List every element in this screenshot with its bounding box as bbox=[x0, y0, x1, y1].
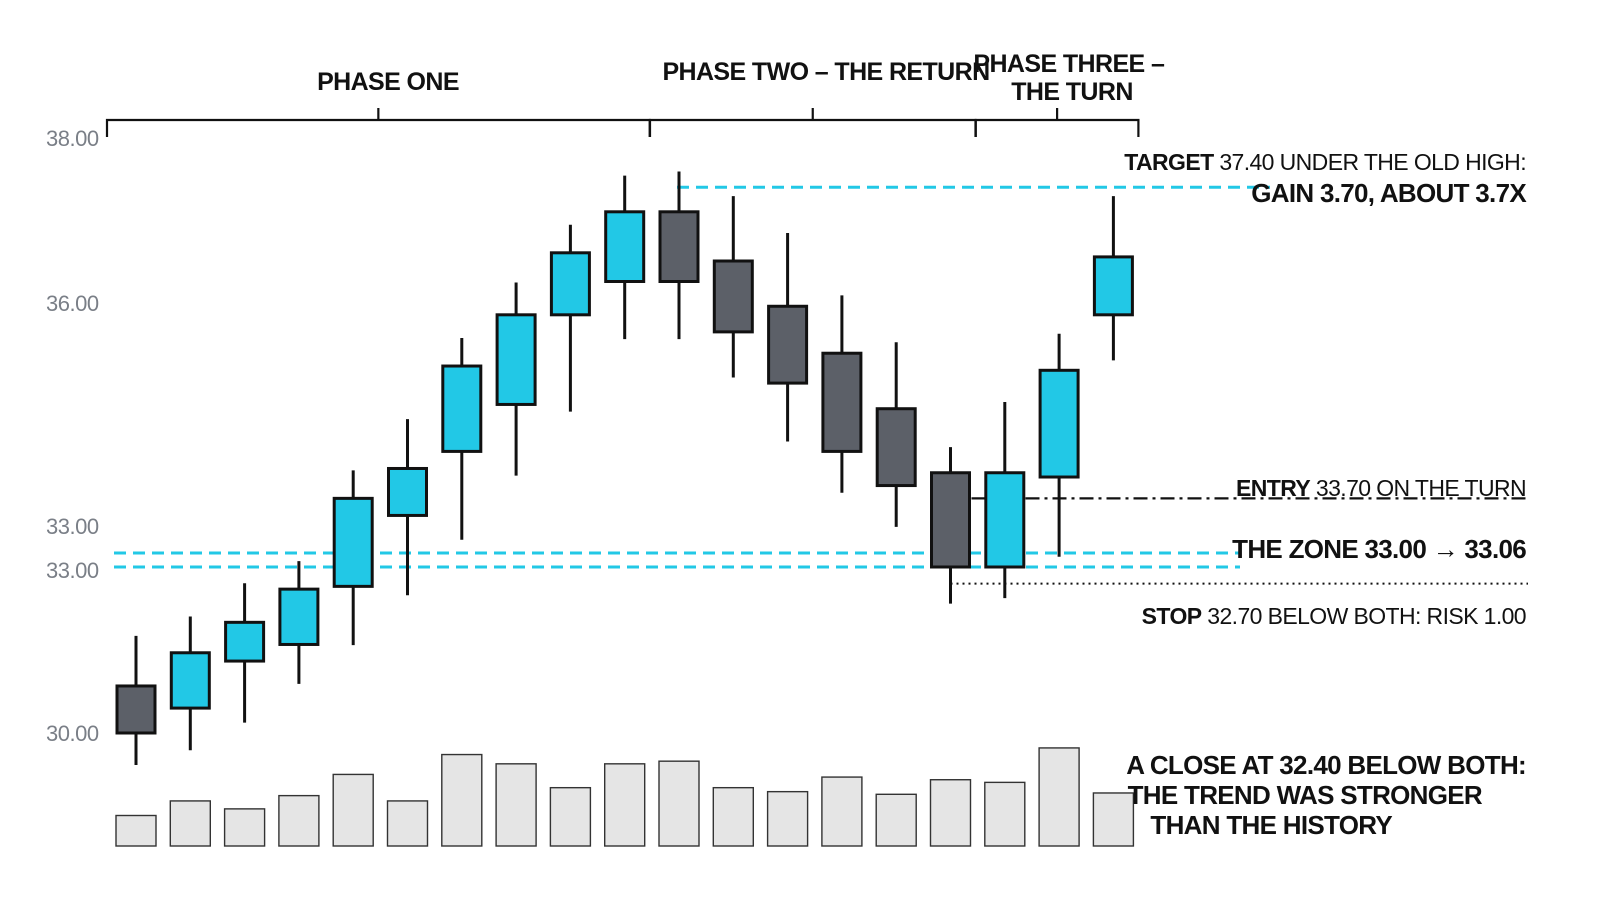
candle-body bbox=[821, 351, 863, 453]
phase-brackets: PHASE ONE PHASE TWO – THE RETURN PHASE T… bbox=[105, 50, 1170, 137]
candle bbox=[278, 561, 320, 684]
candle bbox=[930, 447, 971, 604]
y-axis: 38.00 36.00 33.00 33.00 30.00 bbox=[46, 126, 99, 746]
annotations: TARGET 37.40 UNDER THE OLD HIGH: GAIN 3.… bbox=[1124, 149, 1528, 840]
candle-body bbox=[984, 471, 1026, 569]
candle bbox=[115, 635, 157, 765]
candle-body bbox=[767, 304, 809, 385]
stop-annotation-text: 32.70 BELOW BOTH: RISK 1.00 bbox=[1201, 603, 1526, 629]
volume-bar bbox=[441, 753, 483, 847]
volume-bar bbox=[929, 779, 972, 847]
y-tick-label: 30.00 bbox=[46, 721, 99, 746]
phase-two-label: PHASE TWO – THE RETURN bbox=[662, 58, 989, 86]
phase-three-line-1: PHASE THREE – bbox=[973, 50, 1165, 78]
candle-body bbox=[875, 407, 917, 488]
candle-body bbox=[604, 210, 646, 283]
candle bbox=[1038, 333, 1080, 557]
candle bbox=[441, 338, 483, 540]
candle bbox=[549, 224, 591, 412]
candle-body bbox=[658, 210, 700, 283]
close-note-line-2: THE TREND WAS STRONGER bbox=[1128, 780, 1483, 810]
volume-bar bbox=[495, 763, 537, 847]
volume-bar bbox=[115, 814, 157, 847]
y-tick-label: 38.00 bbox=[46, 126, 99, 151]
candle bbox=[495, 282, 537, 476]
candle bbox=[767, 233, 809, 442]
target-annotation-bold: TARGET bbox=[1124, 149, 1214, 175]
volume-bar bbox=[223, 808, 266, 847]
candle bbox=[712, 196, 754, 378]
volume-bar bbox=[604, 763, 646, 847]
candle-body bbox=[930, 471, 971, 569]
candle-body bbox=[169, 651, 211, 710]
zone-annotation: THE ZONE 33.00 → 33.06 bbox=[1232, 534, 1526, 564]
candle bbox=[1092, 196, 1134, 361]
target-annotation: TARGET 37.40 UNDER THE OLD HIGH: bbox=[1124, 149, 1526, 175]
stop-annotation-bold: STOP bbox=[1142, 603, 1202, 629]
candle-body bbox=[712, 259, 754, 334]
volume-bar bbox=[766, 790, 809, 847]
phase-three-line-2: THE TURN bbox=[1011, 78, 1133, 106]
candle bbox=[387, 419, 428, 596]
phase-bracket bbox=[648, 108, 977, 137]
candle bbox=[604, 175, 646, 340]
candles bbox=[115, 171, 1134, 765]
volume-bar bbox=[984, 781, 1026, 847]
candle-body bbox=[387, 466, 428, 517]
volume-bar bbox=[386, 800, 429, 847]
close-note-line-3: THAN THE HISTORY bbox=[1150, 810, 1392, 840]
candle bbox=[169, 616, 211, 751]
candle-body bbox=[1038, 368, 1080, 479]
phase-bracket bbox=[105, 108, 651, 137]
y-tick-label: 36.00 bbox=[46, 291, 99, 316]
y-tick-label: 33.00 bbox=[46, 558, 99, 583]
volume-bar bbox=[712, 786, 754, 847]
entry-annotation: ENTRY 33.70 ON THE TURN bbox=[1236, 475, 1526, 501]
zone-label-backdrop bbox=[1240, 538, 1528, 576]
target-gain-annotation: GAIN 3.70, ABOUT 3.7X bbox=[1251, 178, 1527, 208]
candle-body bbox=[441, 364, 483, 453]
candle bbox=[821, 295, 863, 493]
phase-three-label: PHASE THREE – THE TURN bbox=[973, 50, 1170, 106]
y-tick-label: 33.00 bbox=[46, 514, 99, 539]
candle-body bbox=[332, 496, 374, 588]
price-levels bbox=[114, 185, 1528, 585]
close-note-line-1: A CLOSE AT 32.40 BELOW BOTH: bbox=[1126, 750, 1526, 780]
candle bbox=[332, 470, 374, 646]
entry-annotation-bold: ENTRY bbox=[1236, 475, 1310, 501]
candle-body bbox=[224, 620, 266, 663]
candle-body bbox=[495, 313, 537, 406]
candle bbox=[984, 402, 1026, 599]
target-annotation-text: 37.40 UNDER THE OLD HIGH: bbox=[1214, 149, 1526, 175]
candle-body bbox=[1092, 255, 1134, 317]
volume-bar bbox=[658, 760, 700, 847]
candle bbox=[658, 171, 700, 340]
phase-one-label: PHASE ONE bbox=[317, 68, 459, 96]
volume-bars bbox=[115, 747, 1135, 847]
candle-body bbox=[278, 587, 320, 646]
candle bbox=[224, 583, 266, 723]
entry-annotation-text: 33.70 ON THE TURN bbox=[1310, 475, 1526, 501]
volume-bar bbox=[332, 773, 374, 847]
stop-annotation: STOP 32.70 BELOW BOTH: RISK 1.00 bbox=[1142, 603, 1526, 629]
candle bbox=[875, 342, 917, 527]
volume-bar bbox=[875, 793, 917, 847]
volume-bar bbox=[821, 776, 863, 847]
volume-bar bbox=[278, 794, 320, 847]
volume-bar bbox=[169, 800, 212, 847]
volume-bar bbox=[1038, 747, 1080, 847]
phase-bracket bbox=[974, 108, 1140, 137]
candle-body bbox=[115, 684, 157, 735]
candle-body bbox=[549, 251, 591, 317]
volume-bar bbox=[1092, 792, 1135, 847]
volume-bar bbox=[549, 786, 592, 847]
